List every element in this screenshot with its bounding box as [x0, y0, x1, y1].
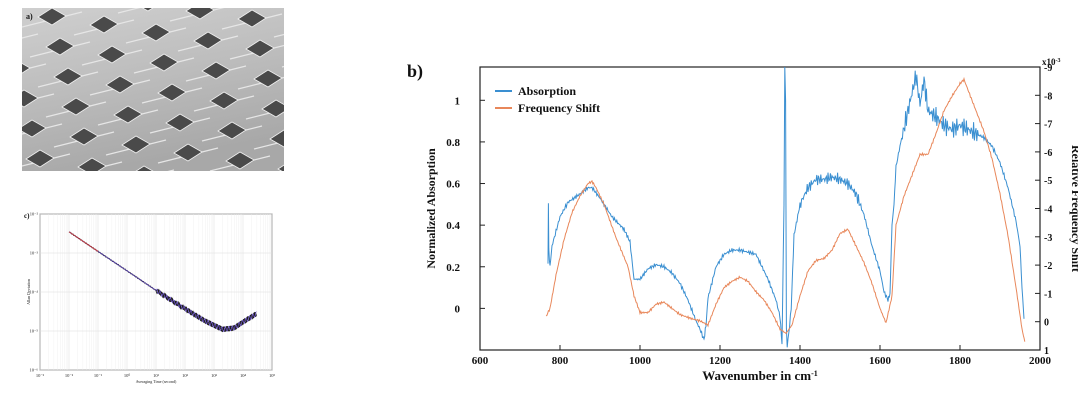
sem-pad	[113, 105, 143, 124]
y2-multiplier-sup: -3	[1056, 58, 1061, 64]
sem-pad	[97, 45, 127, 64]
y2-tick-label: -6	[1044, 148, 1052, 159]
y-tick-label: 1	[455, 95, 461, 107]
allan-deviation-chart: c) 10⁻³ 10⁻² 10⁻¹ 10⁰ 10¹ 10² 10³ 10⁴ 10⁵ 10⁻² 10⁻…	[24, 212, 276, 385]
sem-pad	[53, 67, 83, 86]
sem-pad	[25, 149, 55, 168]
y2-tick-label: -2	[1044, 261, 1052, 272]
x-tick-label: 1400	[789, 355, 812, 367]
x-axis-label: Wavenumber in cm-1	[702, 368, 818, 383]
sem-pad	[37, 7, 67, 26]
allan-x-tick-label: 10⁻³	[36, 373, 45, 378]
allan-x-axis-label: Averaging Time (second)	[136, 379, 177, 384]
sem-pad	[61, 97, 91, 116]
allan-y-tick-label: 10⁻³	[30, 251, 39, 256]
y2-tick-label: -9	[1044, 63, 1052, 74]
allan-x-tick-label: 10³	[211, 373, 218, 378]
allan-x-tick-label: 10²	[182, 373, 189, 378]
y2-tick-label: 0	[1044, 318, 1049, 329]
y2-tick-label: -1	[1044, 289, 1052, 300]
panel-c-label: c)	[24, 212, 30, 220]
allan-deviation-line	[68, 231, 257, 333]
sem-pad	[149, 53, 179, 72]
allan-x-tick-label: 10⁵	[269, 373, 276, 378]
allan-x-tick-label: 10⁻²	[65, 373, 74, 378]
x-axis-label-sup: -1	[811, 369, 818, 378]
allan-grid: 10⁻³ 10⁻² 10⁻¹ 10⁰ 10¹ 10² 10³ 10⁴ 10⁵10⁻²10⁻³10…	[30, 212, 276, 379]
legend-label: Absorption	[518, 84, 576, 98]
sem-pad	[45, 37, 75, 56]
allan-x-tick-label: 10⁻¹	[94, 373, 103, 378]
y2-tick-label: -5	[1044, 176, 1052, 187]
sem-pad	[209, 91, 239, 110]
sem-pad	[121, 135, 151, 154]
x-tick-label: 600	[472, 355, 489, 367]
panel-b-label: b)	[407, 61, 423, 82]
sem-pad	[17, 119, 47, 138]
series-line-frequency-shift	[545, 76, 1026, 342]
x-tick-label: 1000	[629, 355, 652, 367]
sem-pad	[173, 143, 203, 162]
allan-x-tick-label: 10¹	[153, 373, 160, 378]
allan-y-tick-label: 10⁻⁴	[30, 290, 39, 295]
x-tick-label: 1800	[949, 355, 972, 367]
sem-pad	[165, 113, 195, 132]
sem-pad	[237, 9, 267, 28]
y2-axis-multiplier: x10-3	[1042, 57, 1061, 67]
x-tick-label: 800	[552, 355, 569, 367]
y2-tick-label: -8	[1044, 91, 1052, 102]
y-tick-label: 0.8	[446, 137, 460, 149]
y-tick-label: 0.6	[446, 179, 460, 191]
allan-series	[68, 231, 257, 333]
y2-multiplier-text: x10	[1042, 57, 1056, 67]
allan-deviation-panel: c) 10⁻³ 10⁻² 10⁻¹ 10⁰ 10¹ 10² 10³ 10⁴ 10⁵ 10⁻² 10⁻…	[22, 206, 290, 386]
allan-y-tick-label: 10⁻²	[30, 212, 39, 217]
spectrum-chart-panel: b) 600 800 1000 1200 1400 1600 1800 2000 0 0.2 0.4…	[395, 55, 1078, 390]
sem-pad	[69, 127, 99, 146]
y2-tick-label: -4	[1044, 205, 1052, 216]
axis-ticks: 600 800 1000 1200 1400 1600 1800 2000 0 0.2 0.4 0.6…	[446, 63, 1052, 367]
series-lines	[545, 66, 1026, 348]
legend: Absorption Frequency Shift	[495, 84, 600, 115]
sem-pad	[253, 69, 283, 88]
sem-pad	[201, 61, 231, 80]
y-tick-label: 0.2	[446, 262, 460, 274]
sem-pad	[193, 31, 223, 50]
legend-label: Frequency Shift	[518, 101, 600, 115]
panel-a-label: a)	[26, 12, 33, 21]
sem-pad	[217, 121, 247, 140]
x-tick-label: 1600	[869, 355, 892, 367]
x-axis-label-text: Wavenumber in cm	[702, 368, 811, 383]
allan-deviation-line	[69, 231, 257, 332]
y-tick-label: 0	[455, 303, 461, 315]
sem-image-panel: a)	[0, 0, 343, 194]
allan-x-tick-label: 10⁴	[240, 373, 247, 378]
sem-pad	[157, 83, 187, 102]
x-tick-label: 2000	[1029, 355, 1052, 367]
sem-pad	[225, 151, 255, 170]
sem-pad	[245, 39, 275, 58]
allan-y-tick-label: 10⁻⁶	[30, 368, 39, 373]
allan-deviation-line	[68, 231, 257, 333]
y2-axis-label: Relative Frequency Shift	[1069, 145, 1078, 272]
allan-x-tick-label: 10⁰	[124, 373, 131, 378]
y2-tick-label: 1	[1044, 346, 1049, 357]
y2-tick-label: -7	[1044, 120, 1052, 131]
allan-y-tick-label: 10⁻⁵	[30, 329, 39, 334]
sem-image: a)	[0, 0, 343, 194]
sem-pad	[105, 75, 135, 94]
sem-pad	[89, 15, 119, 34]
x-tick-label: 1200	[709, 355, 732, 367]
allan-deviation-line-start	[68, 231, 99, 252]
y-axis-label: Normalized Absorption	[424, 148, 438, 269]
sem-pad	[141, 23, 171, 42]
series-line-absorption	[547, 66, 1025, 348]
y-tick-label: 0.4	[446, 220, 460, 232]
allan-y-axis-label: Allan Deviation	[26, 279, 31, 305]
y2-tick-label: -3	[1044, 233, 1052, 244]
spectrum-chart: b) 600 800 1000 1200 1400 1600 1800 2000 0 0.2 0.4…	[407, 57, 1078, 383]
